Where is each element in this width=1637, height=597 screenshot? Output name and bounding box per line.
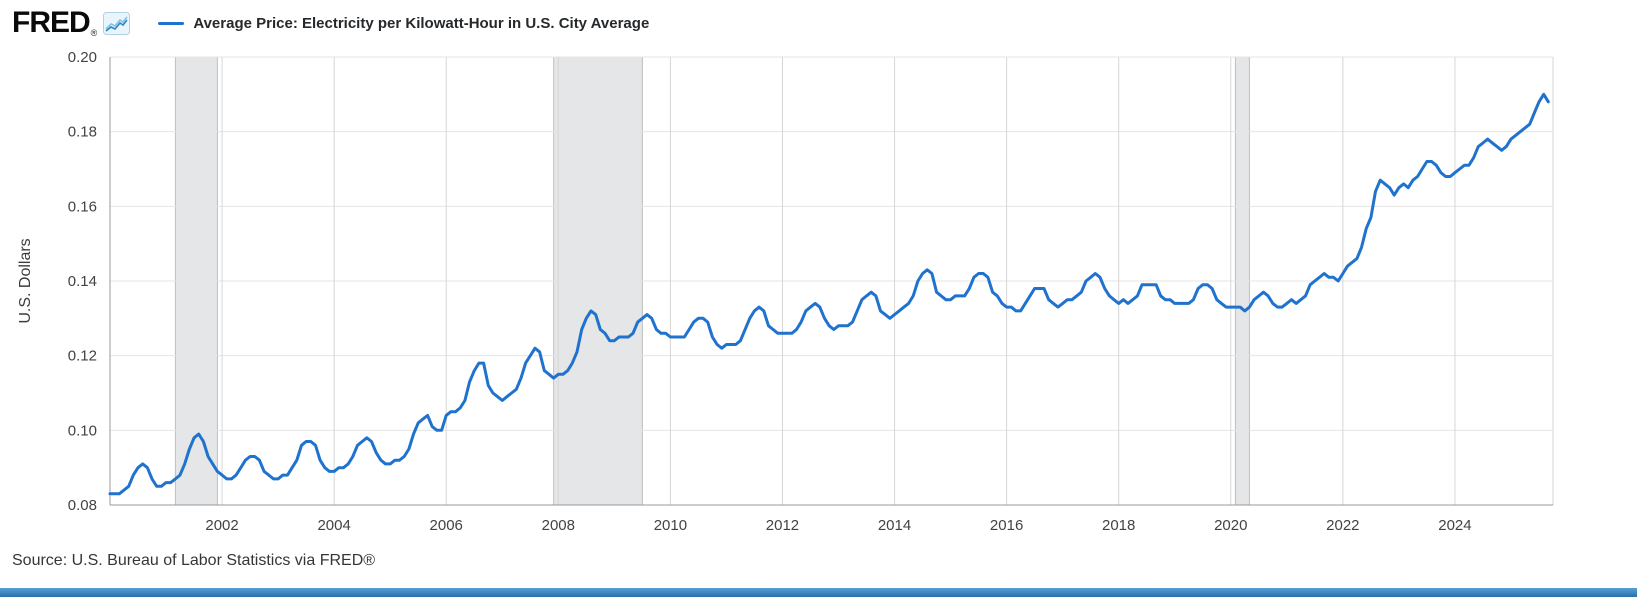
svg-text:2020: 2020 [1214, 517, 1247, 534]
svg-text:2018: 2018 [1102, 517, 1135, 534]
y-axis-labels: 0.08 0.10 0.12 0.14 0.16 0.18 0.20 [68, 49, 97, 514]
legend-line-swatch [158, 21, 185, 25]
svg-text:2016: 2016 [990, 517, 1023, 534]
svg-text:0.16: 0.16 [68, 198, 97, 215]
svg-text:2014: 2014 [878, 517, 911, 534]
svg-text:2010: 2010 [654, 517, 687, 534]
svg-text:2008: 2008 [542, 517, 575, 534]
svg-text:2006: 2006 [430, 517, 463, 534]
fred-logo-text: FRED [12, 6, 91, 39]
legend-label: Average Price: Electricity per Kilowatt-… [193, 14, 650, 32]
source-attribution: Source: U.S. Bureau of Labor Statistics … [12, 552, 376, 569]
svg-text:0.08: 0.08 [68, 497, 97, 514]
series-line [108, 92, 1550, 496]
chart-legend: Average Price: Electricity per Kilowatt-… [158, 15, 649, 32]
svg-text:0.12: 0.12 [68, 348, 97, 365]
footer-accent-bar [0, 588, 1637, 597]
svg-text:0.10: 0.10 [68, 422, 97, 439]
svg-text:0.18: 0.18 [68, 124, 97, 141]
svg-text:2022: 2022 [1326, 517, 1359, 534]
chart-header: FRED ® Average Price: Electricity per Ki… [0, 0, 1637, 46]
y-axis-title: U.S. Dollars [17, 238, 34, 323]
fred-logo[interactable]: FRED ® [12, 6, 98, 39]
svg-text:2024: 2024 [1438, 517, 1471, 534]
price-chart-svg[interactable]: 0.08 0.10 0.12 0.14 0.16 0.18 0.20 2002 2004 2006… [0, 44, 1637, 544]
svg-text:2012: 2012 [766, 517, 799, 534]
svg-text:0.20: 0.20 [68, 49, 97, 66]
svg-text:2002: 2002 [205, 517, 238, 534]
fred-logo-registered-mark: ® [90, 28, 98, 38]
x-axis-labels: 2002 2004 2006 2008 2010 2012 2014 2016 2018 2020… [205, 517, 1471, 534]
fred-graph-icon [103, 11, 131, 35]
svg-text:2004: 2004 [317, 517, 350, 534]
svg-text:0.14: 0.14 [68, 273, 97, 290]
